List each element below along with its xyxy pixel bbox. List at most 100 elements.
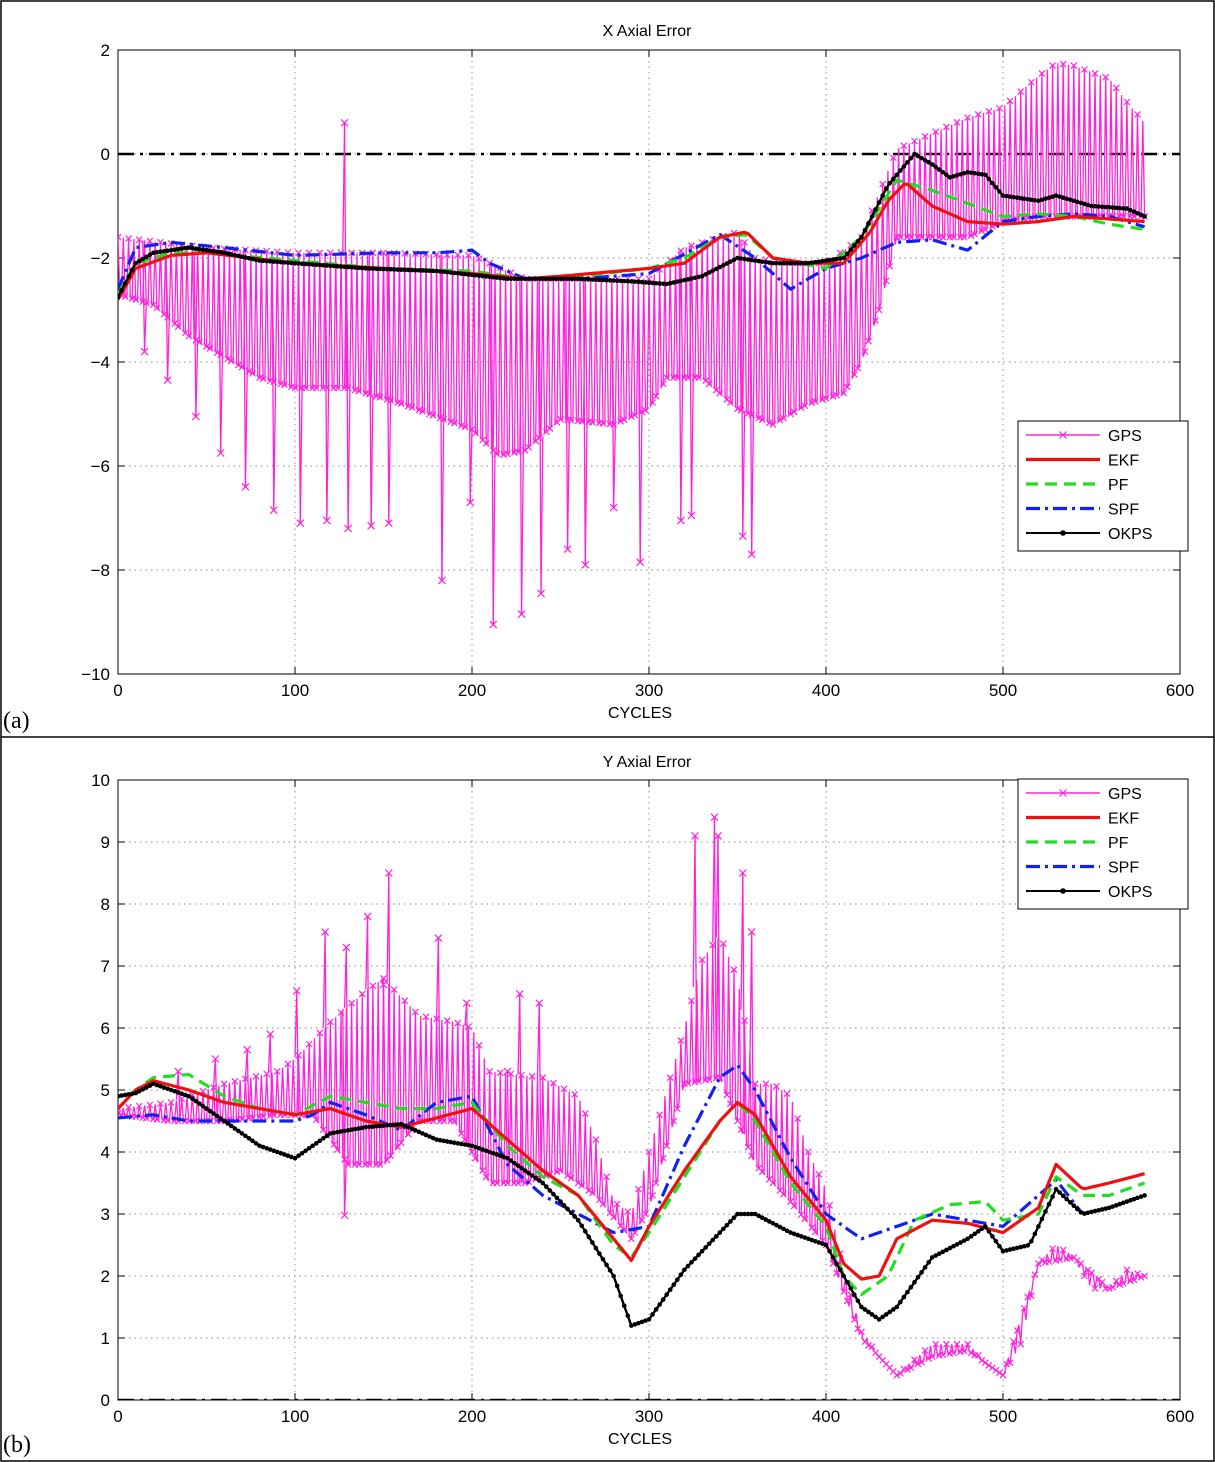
okps-point <box>221 1118 227 1124</box>
gps-point <box>634 1185 642 1193</box>
gps-spike <box>742 411 746 537</box>
gps-point <box>564 1172 572 1179</box>
okps-point <box>933 1253 939 1258</box>
okps-point <box>313 262 319 268</box>
okps-point <box>844 251 850 257</box>
okps-point <box>243 1133 248 1139</box>
okps-point <box>692 275 698 281</box>
okps-point <box>936 167 942 172</box>
gps-point <box>642 406 649 414</box>
okps-point <box>427 1134 432 1139</box>
okps-point <box>161 248 167 254</box>
gps-spike <box>565 278 569 550</box>
okps-point <box>898 168 903 173</box>
okps-point <box>448 270 454 275</box>
gps-point <box>472 429 479 437</box>
gps-spike <box>492 450 496 625</box>
okps-point <box>1092 203 1098 209</box>
okps-point <box>508 1158 514 1163</box>
gps-point <box>652 392 660 400</box>
gps-spike-point <box>322 516 331 525</box>
gps-point <box>259 1113 267 1120</box>
okps-point <box>232 1126 238 1131</box>
gps-point <box>879 180 887 188</box>
okps-point <box>136 1088 142 1094</box>
gps-point <box>737 406 745 414</box>
okps-point <box>561 1203 567 1208</box>
okps-point <box>1053 1186 1059 1192</box>
gps-point <box>617 417 625 425</box>
okps-point <box>1021 196 1027 202</box>
okps-point <box>200 247 206 252</box>
okps-point <box>236 253 241 259</box>
okps-point <box>759 1215 765 1221</box>
gps-point <box>992 1366 1000 1374</box>
okps-point <box>140 1087 146 1092</box>
okps-point <box>873 207 878 212</box>
okps-point <box>427 268 432 274</box>
gps-spike-point <box>609 503 618 512</box>
okps-point <box>586 277 592 282</box>
gps-point <box>896 233 904 241</box>
gps-point <box>978 1356 986 1364</box>
gps-point <box>376 393 384 401</box>
gps-point <box>999 1371 1007 1379</box>
gps-point <box>238 1115 246 1123</box>
gps-point <box>206 345 214 352</box>
okps-point <box>582 276 588 282</box>
gps-point <box>688 997 695 1005</box>
okps-point <box>706 1241 712 1247</box>
gps-point <box>450 1117 458 1125</box>
okps-point <box>841 255 846 261</box>
gps-spike-point <box>363 912 372 921</box>
gps-point <box>765 419 773 427</box>
gps-point <box>659 380 667 388</box>
okps-point <box>561 276 567 282</box>
gps-spike-point <box>321 927 330 936</box>
y-tick-label: 5 <box>101 1081 110 1100</box>
okps-point <box>321 262 326 268</box>
okps-point <box>745 257 751 262</box>
okps-point <box>607 278 613 283</box>
okps-point <box>547 276 553 282</box>
okps-point <box>398 267 404 273</box>
okps-point <box>1060 195 1066 200</box>
gps-spike <box>680 377 684 521</box>
okps-point <box>250 1138 255 1144</box>
okps-point <box>784 1228 790 1234</box>
okps-point <box>894 172 900 178</box>
okps-point <box>572 276 577 282</box>
gps-point <box>684 1079 692 1087</box>
okps-point <box>260 1144 266 1150</box>
gps-point <box>620 416 628 424</box>
okps-point <box>600 1256 606 1262</box>
gps-point <box>939 233 947 241</box>
x-axis-title: CYCLES <box>608 705 672 722</box>
okps-point <box>696 274 701 280</box>
okps-point <box>501 1154 507 1160</box>
gps-point <box>355 387 363 395</box>
okps-point <box>321 1136 326 1141</box>
okps-point <box>356 265 362 271</box>
gps-point <box>744 410 752 417</box>
okps-point <box>310 262 316 267</box>
okps-point <box>728 259 733 264</box>
legend-entry-gps: GPS <box>1026 786 1142 803</box>
okps-point <box>997 1243 1002 1249</box>
okps-point <box>572 1214 577 1219</box>
okps-point <box>317 1138 323 1144</box>
gps-point <box>780 414 787 422</box>
gps-point <box>656 1111 664 1119</box>
gps-point <box>928 1353 936 1361</box>
okps-point <box>374 266 379 272</box>
gps-point <box>1006 97 1014 105</box>
okps-point <box>1110 205 1116 210</box>
okps-point <box>147 252 153 258</box>
okps-point <box>522 1168 528 1173</box>
gps-spike <box>713 817 717 1079</box>
gps-point <box>1141 1272 1149 1280</box>
okps-point <box>890 176 896 182</box>
okps-point <box>675 279 680 284</box>
x-tick-label: 600 <box>1166 681 1194 700</box>
gps-point <box>514 448 522 456</box>
